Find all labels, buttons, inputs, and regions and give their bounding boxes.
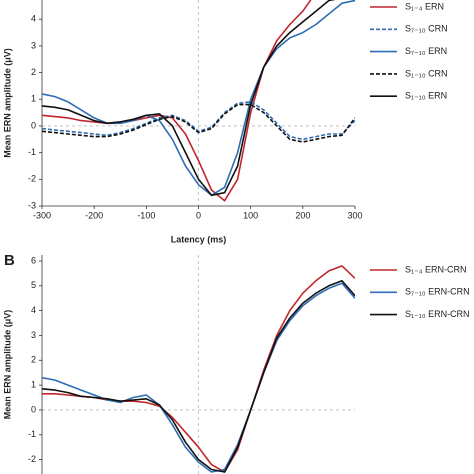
series-line [42, 282, 355, 473]
legend-label: S₁₋₄ ERN [405, 1, 444, 11]
y-tick-label: 1 [31, 94, 36, 104]
y-tick-label: 6 [31, 255, 36, 265]
y-tick-label: 0 [31, 120, 36, 130]
y-tick-label: -3 [28, 200, 36, 210]
legend-label: S₇₋₁₀ ERN-CRN [405, 287, 470, 297]
y-tick-label: 5 [31, 280, 36, 290]
y-tick-label: 4 [31, 14, 36, 24]
y-axis-label: Mean ERN amplitude (μV) [2, 48, 12, 158]
series-line [42, 103, 355, 143]
y-tick-label: 2 [31, 355, 36, 365]
x-tick-label: 200 [295, 210, 310, 220]
legend-label: S₇₋₁₀ ERN [405, 46, 447, 56]
legend-label: S₇₋₁₀ CRN [405, 24, 448, 34]
x-tick-label: 0 [196, 210, 201, 220]
y-tick-label: 1 [31, 379, 36, 389]
series-line [42, 0, 312, 202]
legend-label: S₁₋₁₀ CRN [405, 68, 448, 78]
x-tick-label: -200 [85, 210, 103, 220]
y-axis-label: Mean ERN amplitude (μV) [2, 310, 12, 420]
x-tick-label: 300 [347, 210, 362, 220]
y-tick-label: 2 [31, 67, 36, 77]
y-tick-label: -2 [28, 174, 36, 184]
y-tick-label: -1 [28, 147, 36, 157]
x-tick-label: -300 [33, 210, 51, 220]
series-line [42, 0, 355, 197]
legend-label: S₁₋₁₀ ERN-CRN [405, 309, 470, 319]
legend-label: S₁₋₁₀ ERN [405, 91, 447, 101]
y-tick-label: -1 [28, 429, 36, 439]
y-tick-label: 3 [31, 40, 36, 50]
y-tick-label: 3 [31, 330, 36, 340]
legend-label: S₁₋₄ ERN-CRN [405, 264, 466, 274]
series-line [42, 280, 355, 473]
series-line [42, 0, 336, 197]
y-tick-label: 4 [31, 305, 36, 315]
panel-label: B [4, 252, 15, 269]
series-line [42, 101, 355, 141]
x-tick-label: 100 [243, 210, 258, 220]
x-axis-label: Latency (ms) [171, 234, 227, 244]
x-tick-label: -100 [137, 210, 155, 220]
y-tick-label: 0 [31, 404, 36, 414]
y-tick-label: -2 [28, 454, 36, 464]
